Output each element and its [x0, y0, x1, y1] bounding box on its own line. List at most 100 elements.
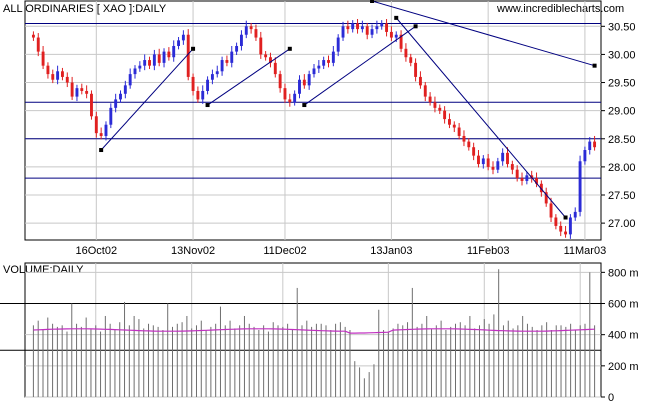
candle-body	[394, 34, 398, 38]
candle-body	[549, 203, 553, 218]
candle-body	[254, 29, 258, 38]
candle-body	[351, 23, 355, 30]
candle-body	[181, 34, 185, 41]
trendline-anchor	[191, 46, 196, 51]
candle-body	[520, 178, 524, 181]
candle-body	[554, 217, 558, 226]
candle-body	[404, 48, 408, 58]
candle-body	[409, 57, 413, 63]
candle-body	[167, 51, 171, 58]
price-ytick-label: 28.50	[608, 134, 636, 146]
candle-body	[60, 71, 64, 77]
price-xtick-label: 16Oct02	[76, 245, 118, 257]
candle-body	[157, 54, 161, 63]
candle-body	[481, 158, 485, 165]
price-xtick-label: 13Jan03	[370, 245, 412, 257]
candle-body	[510, 164, 514, 170]
candle-body	[380, 23, 384, 27]
trendline-anchor	[370, 0, 375, 3]
candle-body	[515, 169, 519, 179]
candle-body	[220, 60, 224, 72]
candle-body	[370, 29, 374, 35]
volume-title: VOLUME:DAILY	[3, 264, 84, 276]
candle-body	[114, 99, 118, 108]
candle-body	[46, 65, 50, 75]
trendline-anchor	[287, 46, 292, 51]
candle-body	[70, 82, 74, 97]
candle-body	[423, 85, 427, 97]
candle-body	[210, 74, 214, 80]
price-xtick-label: 11Mar03	[564, 245, 607, 257]
candle-body	[559, 225, 563, 232]
candle-body	[133, 68, 137, 75]
candle-body	[36, 37, 40, 52]
candle-body	[341, 26, 345, 38]
candle-body	[486, 158, 490, 167]
candle-body	[41, 51, 45, 66]
candle-body	[51, 74, 55, 80]
candle-body	[99, 133, 103, 136]
candle-body	[293, 93, 297, 103]
candle-body	[506, 152, 509, 165]
candle-body	[239, 34, 243, 46]
candle-body	[462, 135, 466, 142]
price-xtick-label: 13Nov02	[171, 245, 215, 257]
candle-body	[56, 71, 60, 80]
candle-body	[283, 88, 287, 100]
candle-body	[457, 127, 461, 136]
candle-body	[443, 110, 447, 120]
trendline-anchor	[563, 215, 568, 220]
price-ytick-label: 28.00	[608, 162, 636, 174]
candle-body	[288, 99, 292, 103]
candle-body	[477, 155, 480, 165]
candle-body	[375, 26, 379, 30]
candle-body	[273, 62, 277, 75]
candle-body	[564, 231, 568, 235]
candle-body	[428, 96, 432, 103]
candle-body	[578, 161, 582, 212]
chart-title: ALL ORDINARIES [ XAO ]:DAILY	[3, 3, 167, 15]
candle-body	[196, 90, 200, 100]
candle-body	[583, 150, 587, 162]
candle-body	[235, 45, 239, 52]
volume-ytick-label: 400 m	[608, 330, 639, 342]
candle-body	[418, 76, 422, 86]
candle-body	[152, 54, 156, 66]
candle-body	[148, 60, 151, 66]
candle-body	[269, 57, 272, 63]
candle-body	[143, 60, 147, 66]
price-ytick-label: 30.00	[608, 49, 636, 61]
volume-moving-average	[33, 328, 595, 334]
candle-body	[322, 60, 326, 66]
candle-body	[80, 88, 84, 91]
candle-body	[472, 147, 476, 156]
volume-ytick-label: 600 m	[608, 299, 639, 311]
price-ytick-label: 29.50	[608, 78, 636, 90]
candle-body	[264, 54, 268, 58]
candle-body	[433, 102, 437, 108]
trendline	[371, 0, 595, 67]
trendline-anchor	[413, 24, 418, 29]
candle-body	[128, 74, 132, 86]
candle-body	[172, 45, 176, 58]
trendline	[304, 25, 416, 106]
candle-body	[259, 37, 263, 55]
candle-body	[530, 175, 534, 179]
candle-body	[336, 37, 340, 52]
candle-body	[389, 31, 393, 38]
candle-body	[186, 34, 190, 77]
candle-body	[104, 124, 108, 136]
candle-body	[65, 76, 69, 83]
candle-body	[535, 178, 538, 184]
volume-ytick-label: 800 m	[608, 267, 639, 279]
candle-body	[90, 93, 93, 117]
candle-body	[399, 34, 403, 49]
candle-body	[312, 68, 316, 75]
candle-body	[31, 34, 35, 38]
candle-body	[119, 93, 122, 100]
candle-body	[573, 211, 577, 218]
candle-body	[331, 51, 335, 63]
trendline-anchor	[302, 103, 307, 108]
